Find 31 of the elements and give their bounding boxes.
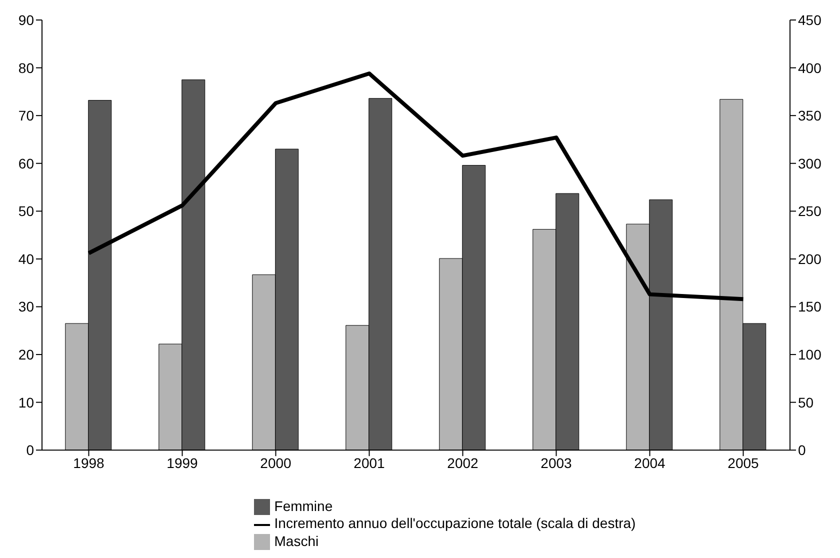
x-tick-label: 2005 [728, 455, 760, 472]
x-tick-label: 2003 [540, 455, 572, 472]
x-tick-label: 1999 [166, 455, 198, 472]
legend-label: Incremento annuo dell'occupazione totale (scala di destra) [274, 515, 636, 532]
y2-tick-label: 0 [798, 442, 806, 458]
y-tick-label: 50 [18, 203, 34, 220]
y-tick-label: 0 [26, 442, 34, 458]
y2-tick-label: 100 [798, 346, 822, 362]
y2-tick-label: 350 [798, 108, 822, 124]
y-tick-label: 60 [18, 155, 34, 172]
y2-tick-label: 300 [798, 155, 822, 172]
y-tick-label: 80 [18, 60, 34, 76]
y-tick-label: 30 [18, 298, 34, 315]
y-tick-label: 10 [18, 394, 34, 410]
y2-tick-label: 200 [798, 250, 822, 267]
x-tick-label: 2002 [447, 455, 479, 472]
y2-tick-label: 50 [798, 394, 814, 410]
y-tick-label: 40 [18, 250, 34, 267]
y-tick-label: 20 [18, 346, 34, 362]
y2-tick-label: 450 [798, 12, 822, 28]
y-tick-label: 70 [18, 108, 34, 124]
x-tick-label: 2001 [354, 455, 386, 472]
y2-tick-label: 250 [798, 203, 822, 220]
x-tick-label: 2004 [634, 455, 666, 472]
x-tick-label: 2000 [260, 455, 292, 472]
x-tick-label: 1998 [73, 455, 105, 472]
y-tick-label: 90 [18, 12, 34, 28]
legend-label: Maschi [274, 532, 319, 549]
legend-label: Femmine [274, 498, 333, 514]
y2-tick-label: 150 [798, 298, 822, 315]
y2-tick-label: 400 [798, 60, 822, 76]
